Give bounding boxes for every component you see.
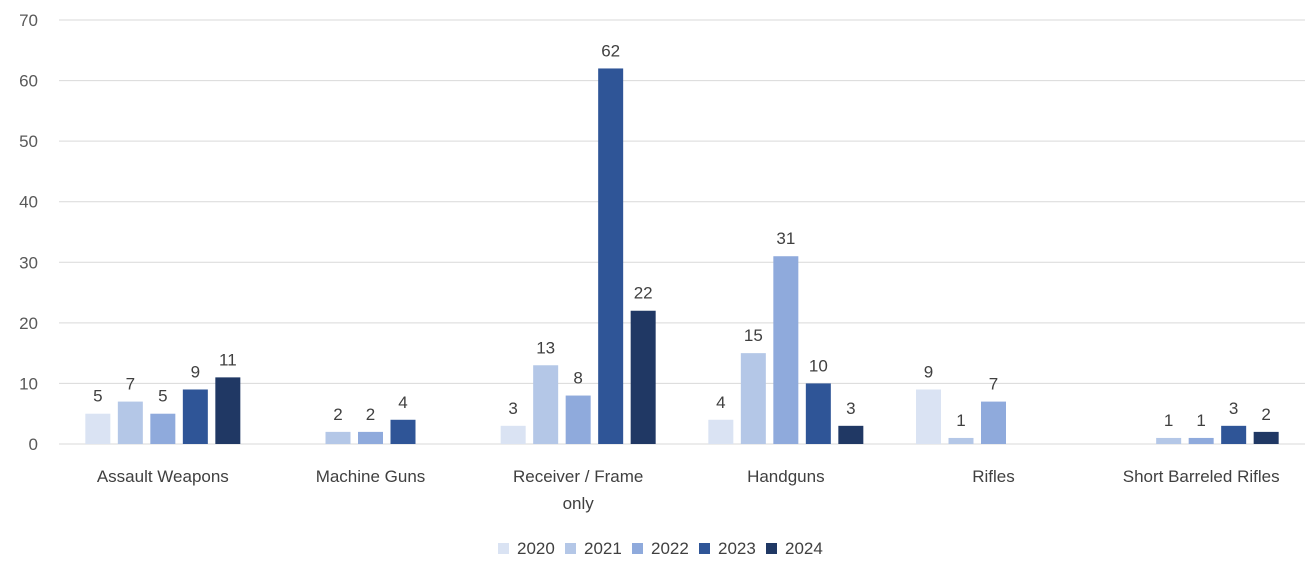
data-label: 62: [601, 41, 620, 60]
data-label: 13: [536, 338, 555, 357]
bar-2021-0: [117, 401, 143, 444]
data-label: 22: [634, 284, 653, 303]
category-label: Handguns: [747, 467, 825, 486]
bar-2022-4: [981, 401, 1006, 444]
category-label: Receiver / Frame: [513, 467, 643, 486]
data-label: 3: [846, 399, 855, 418]
data-label: 2: [333, 405, 342, 424]
bar-2020-0: [85, 413, 111, 444]
legend-swatch-2022: [632, 543, 643, 554]
legend-swatch-2023: [699, 543, 710, 554]
gridlines: [59, 19, 1305, 445]
category-label: Machine Guns: [316, 467, 426, 486]
data-label: 5: [158, 387, 167, 406]
data-label: 9: [191, 362, 200, 381]
bar-2024-2: [630, 310, 656, 444]
data-label: 3: [508, 399, 517, 418]
category-label: only: [563, 494, 595, 513]
category-label: Short Barreled Rifles: [1123, 467, 1280, 486]
legend-swatch-2021: [565, 543, 576, 554]
category-label: Assault Weapons: [97, 467, 229, 486]
legend-label: 2022: [651, 539, 689, 558]
bar-2022-2: [565, 395, 591, 444]
data-label: 8: [573, 369, 582, 388]
y-axis-tick-labels: 0 10 20 30 40 50 60 70: [19, 11, 38, 454]
bar-2022-3: [773, 256, 799, 444]
bar-2021-3: [740, 353, 766, 444]
y-tick-label: 0: [29, 435, 38, 454]
data-label: 2: [1261, 405, 1270, 424]
bar-2022-1: [358, 431, 383, 444]
data-label: 10: [809, 356, 828, 375]
data-label: 31: [776, 229, 795, 248]
bar-2023-0: [182, 389, 208, 444]
y-tick-label: 50: [19, 132, 38, 151]
y-tick-label: 60: [19, 72, 38, 91]
legend-label: 2021: [584, 539, 622, 558]
bar-2021-5: [1156, 437, 1182, 444]
category-label: Rifles: [972, 467, 1015, 486]
bar-2023-2: [598, 68, 624, 444]
data-label: 7: [126, 375, 135, 394]
y-tick-label: 10: [19, 374, 38, 393]
bar-2023-5: [1221, 425, 1247, 444]
bar-2020-3: [708, 419, 734, 444]
data-label: 1: [1196, 411, 1205, 430]
bars: [85, 68, 1279, 444]
bar-2020-2: [500, 425, 526, 444]
bar-2021-2: [533, 365, 559, 444]
data-label: 5: [93, 387, 102, 406]
bar-2023-3: [805, 383, 831, 444]
legend-label: 2020: [517, 539, 555, 558]
legend-swatch-2024: [766, 543, 777, 554]
y-tick-label: 30: [19, 253, 38, 272]
legend-label: 2023: [718, 539, 756, 558]
data-label: 9: [924, 362, 933, 381]
y-tick-label: 40: [19, 193, 38, 212]
data-label: 11: [219, 350, 237, 369]
data-label: 1: [1164, 411, 1173, 430]
x-axis-category-labels: Assault Weapons Machine Guns Receiver / Fr…: [97, 467, 1280, 513]
legend-label: 2024: [785, 539, 823, 558]
legend: 2020 2021 2022 2023 2024: [498, 539, 823, 558]
bar-2024-5: [1253, 431, 1279, 444]
bar-2022-5: [1188, 437, 1214, 444]
bar-2023-1: [390, 419, 416, 444]
y-tick-label: 20: [19, 314, 38, 333]
data-label: 3: [1229, 399, 1238, 418]
y-tick-label: 70: [19, 11, 38, 30]
data-label: 2: [366, 405, 375, 424]
data-label: 15: [744, 326, 763, 345]
bar-2020-4: [916, 389, 941, 444]
data-label: 4: [398, 393, 407, 412]
bar-2021-4: [948, 437, 974, 444]
bar-2024-0: [215, 377, 241, 444]
bar-2022-0: [150, 413, 176, 444]
data-label: 7: [989, 375, 998, 394]
bar-2021-1: [325, 431, 351, 444]
data-label: 1: [956, 411, 965, 430]
data-label: 4: [716, 393, 725, 412]
bar-2024-3: [838, 425, 864, 444]
legend-swatch-2020: [498, 543, 509, 554]
